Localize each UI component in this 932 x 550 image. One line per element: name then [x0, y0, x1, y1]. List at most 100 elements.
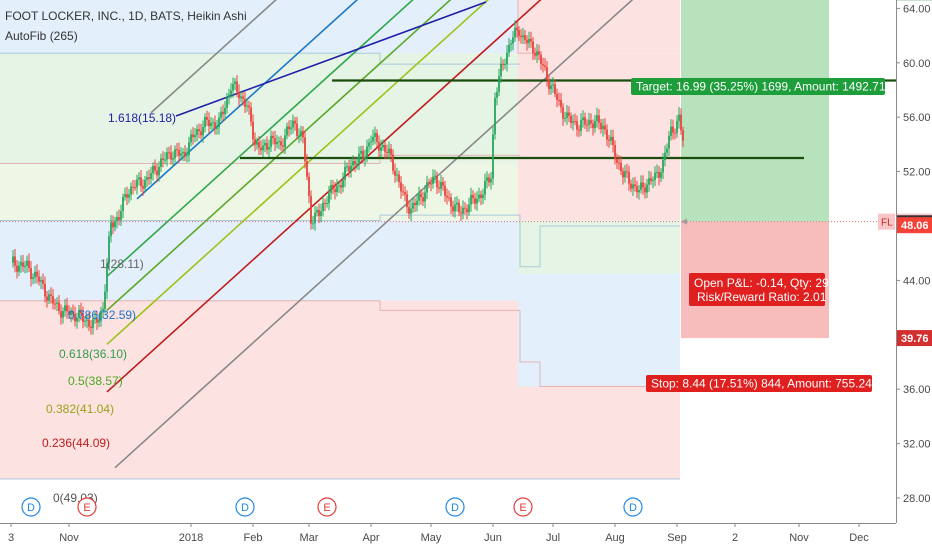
candle-body	[512, 37, 514, 44]
candle-body	[522, 35, 524, 38]
candle-body	[306, 161, 308, 177]
candle-body	[396, 174, 398, 176]
candle-body	[188, 142, 190, 156]
pnl-box-bg	[689, 273, 825, 306]
candle-body	[540, 54, 542, 65]
fib-zone-1	[0, 0, 518, 54]
candle-body	[428, 182, 430, 184]
candle-body	[466, 208, 468, 213]
candle-body	[458, 202, 460, 213]
candle-body	[464, 207, 466, 209]
candle-body	[106, 263, 108, 292]
candle-body	[282, 145, 284, 147]
price-tick-label: 64.00	[903, 3, 931, 15]
candle-body	[324, 202, 326, 204]
candle-body	[76, 318, 78, 322]
candle-body	[616, 159, 618, 163]
candle-body	[310, 195, 312, 224]
candle-body	[658, 172, 660, 178]
candle-body	[274, 138, 276, 145]
candle-body	[578, 129, 580, 131]
candle-body	[30, 268, 32, 280]
candle-body	[636, 186, 638, 193]
candle-body	[598, 115, 600, 123]
candle-body	[198, 129, 200, 132]
candle-body	[304, 137, 306, 162]
zone-boundary-3	[0, 214, 680, 268]
candle-body	[258, 141, 260, 148]
candle-body	[538, 51, 540, 55]
pnl-label: Open P&L: -0.14, Qty: 29	[694, 276, 829, 290]
candle-body	[248, 105, 250, 108]
candle-body	[246, 105, 248, 107]
price-tick-label: 28.00	[903, 493, 931, 505]
candle-body	[648, 178, 650, 185]
candle-body	[638, 189, 640, 193]
marker-letter: D	[451, 502, 459, 514]
time-tick-label: Aug	[605, 532, 625, 544]
channel-line-4	[106, 0, 414, 277]
indicator-label: AutoFib (265)	[5, 29, 78, 43]
time-tick-label: 2018	[179, 532, 203, 544]
candle-body	[548, 79, 550, 89]
fib-zone-10	[518, 386, 680, 479]
candle-body	[162, 158, 164, 160]
candle-body	[46, 296, 48, 301]
candle-body	[584, 117, 586, 125]
candle-body	[652, 179, 654, 181]
risk-reward-label: Risk/Reward Ratio: 2.01	[697, 290, 827, 304]
candle-body	[412, 202, 414, 209]
candle-body	[592, 123, 594, 129]
candle-body	[220, 111, 222, 118]
time-tick-label: Feb	[244, 532, 263, 544]
marker-circle	[445, 497, 465, 517]
time-tick-label: Nov	[789, 532, 809, 544]
candle-body	[454, 204, 456, 212]
candle-body	[296, 123, 298, 136]
candle-body	[182, 151, 184, 154]
candle-body	[544, 65, 546, 68]
candle-body	[416, 200, 418, 206]
price-label-bg	[897, 217, 932, 234]
candle-body	[136, 179, 138, 188]
dividend-marker: D	[623, 497, 643, 517]
price-tick-label: 52.00	[903, 167, 931, 179]
candle-body	[240, 96, 242, 99]
candle-body	[16, 265, 18, 272]
candle-body	[484, 181, 486, 195]
candle-body	[338, 185, 340, 187]
candle-body	[208, 119, 210, 127]
fib-level-label: 0.236(44.09)	[42, 436, 110, 450]
candle-body	[32, 277, 34, 280]
candle-body	[146, 177, 148, 181]
candle-body	[68, 311, 70, 316]
candle-body	[590, 120, 592, 124]
candle-body	[368, 142, 370, 147]
earnings-marker: E	[77, 497, 97, 517]
channel-line-2	[106, 0, 489, 345]
candle-body	[234, 81, 236, 84]
candle-body	[672, 126, 674, 133]
candle-body	[660, 172, 662, 178]
candle-body	[112, 222, 114, 228]
candle-body	[120, 211, 122, 220]
stop-label-text: Stop: 8.44 (17.51%) 844, Amount: 755.24	[651, 377, 872, 391]
candle-body	[474, 198, 476, 204]
price-tick-label: 32.00	[903, 439, 931, 451]
candle-body	[594, 120, 596, 129]
candle-body	[230, 90, 232, 95]
candle-body	[276, 141, 278, 145]
candle-body	[140, 177, 142, 187]
candle-body	[44, 283, 46, 297]
candle-body	[362, 150, 364, 160]
candle-body	[344, 166, 346, 180]
fib-level-label: 1.618(15.18)	[108, 111, 176, 125]
time-tick-label: Jul	[546, 532, 560, 544]
candle-body	[292, 120, 294, 128]
candle-body	[432, 176, 434, 184]
candle-body	[326, 203, 328, 205]
candle-body	[342, 179, 344, 188]
candle-body	[670, 126, 672, 137]
candle-body	[518, 30, 520, 37]
